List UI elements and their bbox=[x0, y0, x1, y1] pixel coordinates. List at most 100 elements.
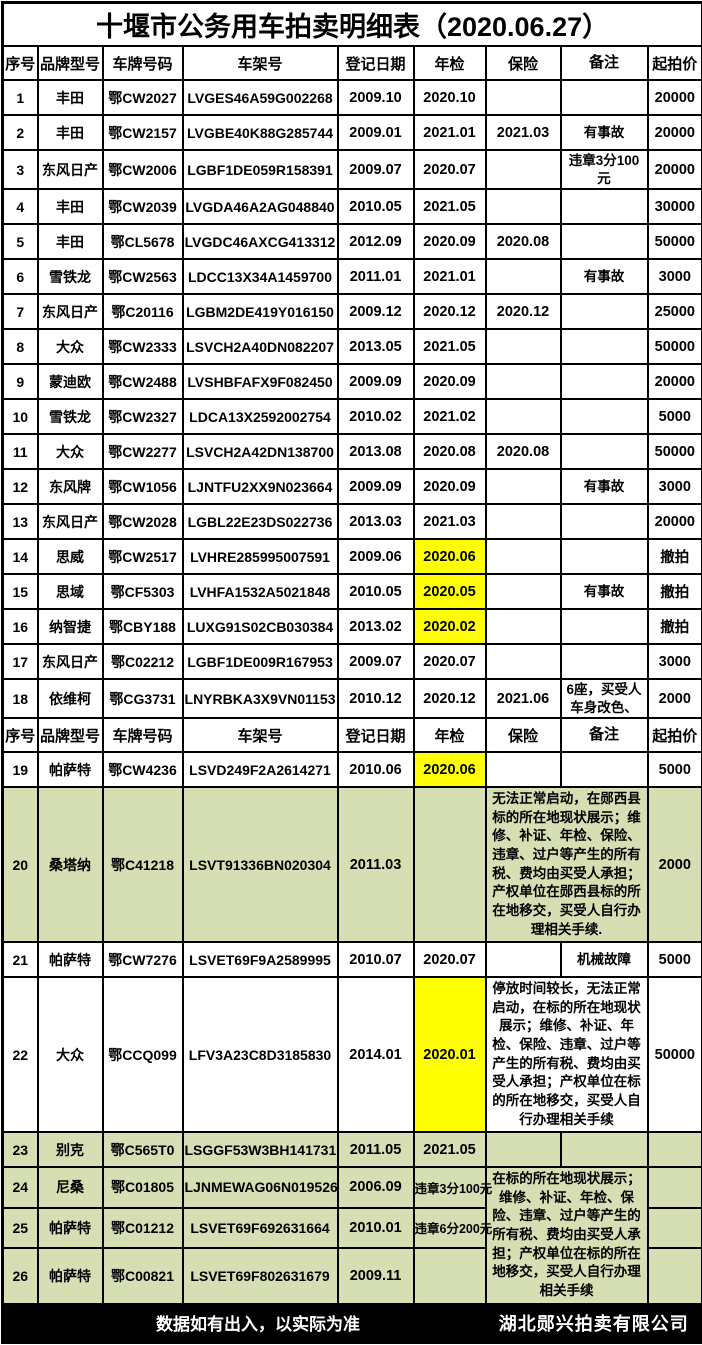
cell-brand: 纳智捷 bbox=[38, 609, 103, 644]
cell-plate: 鄂CW7276 bbox=[103, 942, 183, 977]
cell-note: 有事故 bbox=[561, 259, 648, 294]
cell-inspection: 2021.01 bbox=[414, 115, 486, 150]
cell-note bbox=[561, 539, 648, 574]
cell-vin: LSVT91336BN020304 bbox=[183, 787, 338, 942]
cell-inspection: 2020.06 bbox=[414, 752, 486, 787]
cell-insurance: 2020.08 bbox=[486, 224, 561, 259]
footer-company-name: 湖北郧兴拍卖有限公司 bbox=[486, 1304, 702, 1343]
cell-note bbox=[561, 294, 648, 329]
cell-insurance bbox=[486, 942, 561, 977]
cell-reg: 2009.10 bbox=[338, 80, 414, 115]
cell-vin: LGBF1DE059R158391 bbox=[183, 150, 338, 189]
cell-inspection: 违章6分200元 bbox=[414, 1208, 486, 1248]
cell-insurance bbox=[486, 609, 561, 644]
cell-no: 5 bbox=[3, 224, 38, 259]
column-header-plate: 车牌号码 bbox=[103, 718, 183, 752]
cell-brand: 帕萨特 bbox=[38, 752, 103, 787]
cell-note: 有事故 bbox=[561, 469, 648, 504]
cell-insurance bbox=[486, 469, 561, 504]
cell-start-price: 25000 bbox=[648, 294, 702, 329]
cell-no: 10 bbox=[3, 399, 38, 434]
cell-start-price: 20000 bbox=[648, 504, 702, 539]
cell-plate: 鄂CW2327 bbox=[103, 399, 183, 434]
cell-note bbox=[561, 364, 648, 399]
column-header-insp: 年检 bbox=[414, 46, 486, 80]
cell-start-price: 50000 bbox=[648, 224, 702, 259]
cell-no: 13 bbox=[3, 504, 38, 539]
cell-brand: 思威 bbox=[38, 539, 103, 574]
cell-vin: LJNMEWAG06N019526 bbox=[183, 1167, 338, 1207]
cell-vin: LVSHBFAFX9F082450 bbox=[183, 364, 338, 399]
column-header-ins: 保险 bbox=[486, 718, 561, 752]
cell-plate: 鄂CW2488 bbox=[103, 364, 183, 399]
cell-insurance bbox=[486, 1132, 561, 1167]
cell-inspection bbox=[414, 1248, 486, 1304]
cell-note bbox=[561, 329, 648, 364]
cell-start-price: 撤拍 bbox=[648, 609, 702, 644]
cell-no: 7 bbox=[3, 294, 38, 329]
cell-brand: 雪铁龙 bbox=[38, 259, 103, 294]
cell-reg: 2009.12 bbox=[338, 294, 414, 329]
cell-brand: 大众 bbox=[38, 329, 103, 364]
cell-plate: 鄂CW1056 bbox=[103, 469, 183, 504]
cell-vin: LVGDA46A2AG048840 bbox=[183, 189, 338, 224]
cell-reg: 2010.05 bbox=[338, 574, 414, 609]
cell-brand: 大众 bbox=[38, 434, 103, 469]
cell-reg: 2010.01 bbox=[338, 1208, 414, 1248]
cell-plate: 鄂C01212 bbox=[103, 1208, 183, 1248]
cell-vin: LSVD249F2A2614271 bbox=[183, 752, 338, 787]
cell-insurance bbox=[486, 752, 561, 787]
cell-plate: 鄂C00821 bbox=[103, 1248, 183, 1304]
cell-note bbox=[561, 504, 648, 539]
cell-start-price: 5000 bbox=[648, 399, 702, 434]
cell-brand: 蒙迪欧 bbox=[38, 364, 103, 399]
cell-inspection: 2020.09 bbox=[414, 364, 486, 399]
cell-plate: 鄂CW2517 bbox=[103, 539, 183, 574]
cell-start-price: 20000 bbox=[648, 80, 702, 115]
cell-vin: LSGGF53W3BH141731 bbox=[183, 1132, 338, 1167]
cell-no: 9 bbox=[3, 364, 38, 399]
cell-no: 21 bbox=[3, 942, 38, 977]
cell-vin: LSVCH2A40DN082207 bbox=[183, 329, 338, 364]
cell-insurance bbox=[486, 80, 561, 115]
cell-inspection: 2021.05 bbox=[414, 1132, 486, 1167]
cell-insurance bbox=[486, 259, 561, 294]
cell-note bbox=[561, 752, 648, 787]
column-header-reg: 登记日期 bbox=[338, 46, 414, 80]
cell-no: 8 bbox=[3, 329, 38, 364]
cell-no: 11 bbox=[3, 434, 38, 469]
cell-reg: 2014.01 bbox=[338, 977, 414, 1132]
column-header-note: 备注 bbox=[561, 718, 648, 752]
cell-reg: 2010.12 bbox=[338, 679, 414, 718]
cell-vin: LSVET69F9A2589995 bbox=[183, 942, 338, 977]
cell-insurance: 2020.08 bbox=[486, 434, 561, 469]
column-header-no: 序号 bbox=[3, 46, 38, 80]
cell-no: 2 bbox=[3, 115, 38, 150]
cell-inspection: 2021.02 bbox=[414, 399, 486, 434]
cell-plate: 鄂C02212 bbox=[103, 644, 183, 679]
cell-brand: 雪铁龙 bbox=[38, 399, 103, 434]
column-header-plate: 车牌号码 bbox=[103, 46, 183, 80]
column-header-row: 序号品牌型号车牌号码车架号登记日期年检保险备注起拍价 bbox=[3, 718, 702, 752]
cell-no: 16 bbox=[3, 609, 38, 644]
cell-vin: LGBF1DE009R167953 bbox=[183, 644, 338, 679]
cell-brand: 丰田 bbox=[38, 115, 103, 150]
cell-start-price: 30000 bbox=[648, 189, 702, 224]
cell-insurance: 2021.06 bbox=[486, 679, 561, 718]
cell-no: 24 bbox=[3, 1167, 38, 1207]
cell-insurance bbox=[486, 150, 561, 189]
cell-inspection: 2020.08 bbox=[414, 434, 486, 469]
cell-plate: 鄂CW2333 bbox=[103, 329, 183, 364]
cell-no: 15 bbox=[3, 574, 38, 609]
cell-inspection: 2021.05 bbox=[414, 189, 486, 224]
column-header-reg: 登记日期 bbox=[338, 718, 414, 752]
cell-reg: 2011.01 bbox=[338, 259, 414, 294]
